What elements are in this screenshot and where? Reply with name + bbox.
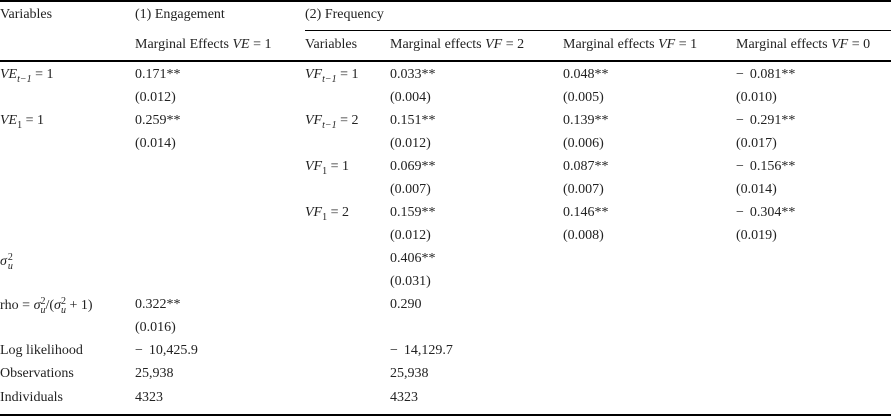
bottom-rule <box>0 414 891 416</box>
row-label-vf-init2: VF1 = 2 <box>305 205 350 223</box>
vf-init1-vf1-se: (0.007) <box>563 182 604 197</box>
row-label-obs: Observations <box>0 366 74 381</box>
vf-lag1-vf2-se: (0.004) <box>390 90 431 105</box>
row-label-vf-lag2: VFt−1 = 2 <box>305 113 359 131</box>
rho-freq: 0.290 <box>390 297 422 312</box>
vf-lag2-vf2: 0.151** <box>390 113 436 128</box>
header-me-vf2: Marginal effects VF = 2 <box>390 37 525 52</box>
vf-init1-vf2: 0.069** <box>390 159 436 174</box>
vf-init2-vf0-se: (0.019) <box>736 228 777 243</box>
vf-lag1-vf1: 0.048** <box>563 67 609 82</box>
row-label-vf-init1: VF1 = 1 <box>305 159 350 177</box>
top-rule <box>0 0 891 2</box>
vf-lag2-vf1-se: (0.006) <box>563 136 604 151</box>
header-me-vf1: Marginal effects VF = 1 <box>563 37 698 52</box>
ve-init-coef: 0.259** <box>135 113 181 128</box>
vf-init2-vf2-se: (0.012) <box>390 228 431 243</box>
vf-lag1-vf0-se: (0.010) <box>736 90 777 105</box>
ve-init-se: (0.014) <box>135 136 176 151</box>
vf-lag2-vf2-se: (0.012) <box>390 136 431 151</box>
vf-init2-vf0: −0.304** <box>736 205 796 220</box>
obs-eng: 25,938 <box>135 366 174 381</box>
rho-eng: 0.322** <box>135 297 181 312</box>
loglik-eng: −10,425.9 <box>135 343 198 358</box>
vf-init1-vf0-se: (0.014) <box>736 182 777 197</box>
vf-lag2-vf0: −0.291** <box>736 113 796 128</box>
ve-lag-se: (0.012) <box>135 90 176 105</box>
vf-lag2-vf1: 0.139** <box>563 113 609 128</box>
vf-init2-vf1: 0.146** <box>563 205 609 220</box>
vf-lag1-vf1-se: (0.005) <box>563 90 604 105</box>
vf-init1-vf0: −0.156** <box>736 159 796 174</box>
header-me-ve1: Marginal Effects VE = 1 <box>135 37 272 52</box>
header-frequency: (2) Frequency <box>305 7 384 22</box>
header-me-vf0: Marginal effects VF = 0 <box>736 37 871 52</box>
ind-eng: 4323 <box>135 390 163 405</box>
vf-lag2-vf0-se: (0.017) <box>736 136 777 151</box>
vf-init1-vf2-se: (0.007) <box>390 182 431 197</box>
vf-lag1-vf2: 0.033** <box>390 67 436 82</box>
ve-lag-coef: 0.171** <box>135 67 181 82</box>
vf-init2-vf1-se: (0.008) <box>563 228 604 243</box>
loglik-freq: −14,129.7 <box>390 343 453 358</box>
row-label-ve-lag: VEt−1 = 1 <box>0 67 54 85</box>
header-engagement: (1) Engagement <box>135 7 225 22</box>
row-label-ve-init: VE1 = 1 <box>0 113 45 131</box>
obs-freq: 25,938 <box>390 366 429 381</box>
header-variables: Variables <box>0 7 53 22</box>
vf-lag1-vf0: −0.081** <box>736 67 796 82</box>
header-rule <box>0 60 891 62</box>
vf-init2-vf2: 0.159** <box>390 205 436 220</box>
header-freq-variables: Variables <box>305 37 358 52</box>
frequency-group-rule <box>305 30 891 31</box>
row-label-vf-lag1: VFt−1 = 1 <box>305 67 359 85</box>
rho-eng-se: (0.016) <box>135 320 176 335</box>
vf-init1-vf1: 0.087** <box>563 159 609 174</box>
ind-freq: 4323 <box>390 390 418 405</box>
row-label-loglik: Log likelihood <box>0 343 83 358</box>
row-label-ind: Individuals <box>0 390 63 405</box>
sigma-freq: 0.406** <box>390 251 436 266</box>
sigma-freq-se: (0.031) <box>390 274 431 289</box>
row-label-rho: rho = σ 2 u/(σ 2 u + 1) <box>0 296 93 316</box>
